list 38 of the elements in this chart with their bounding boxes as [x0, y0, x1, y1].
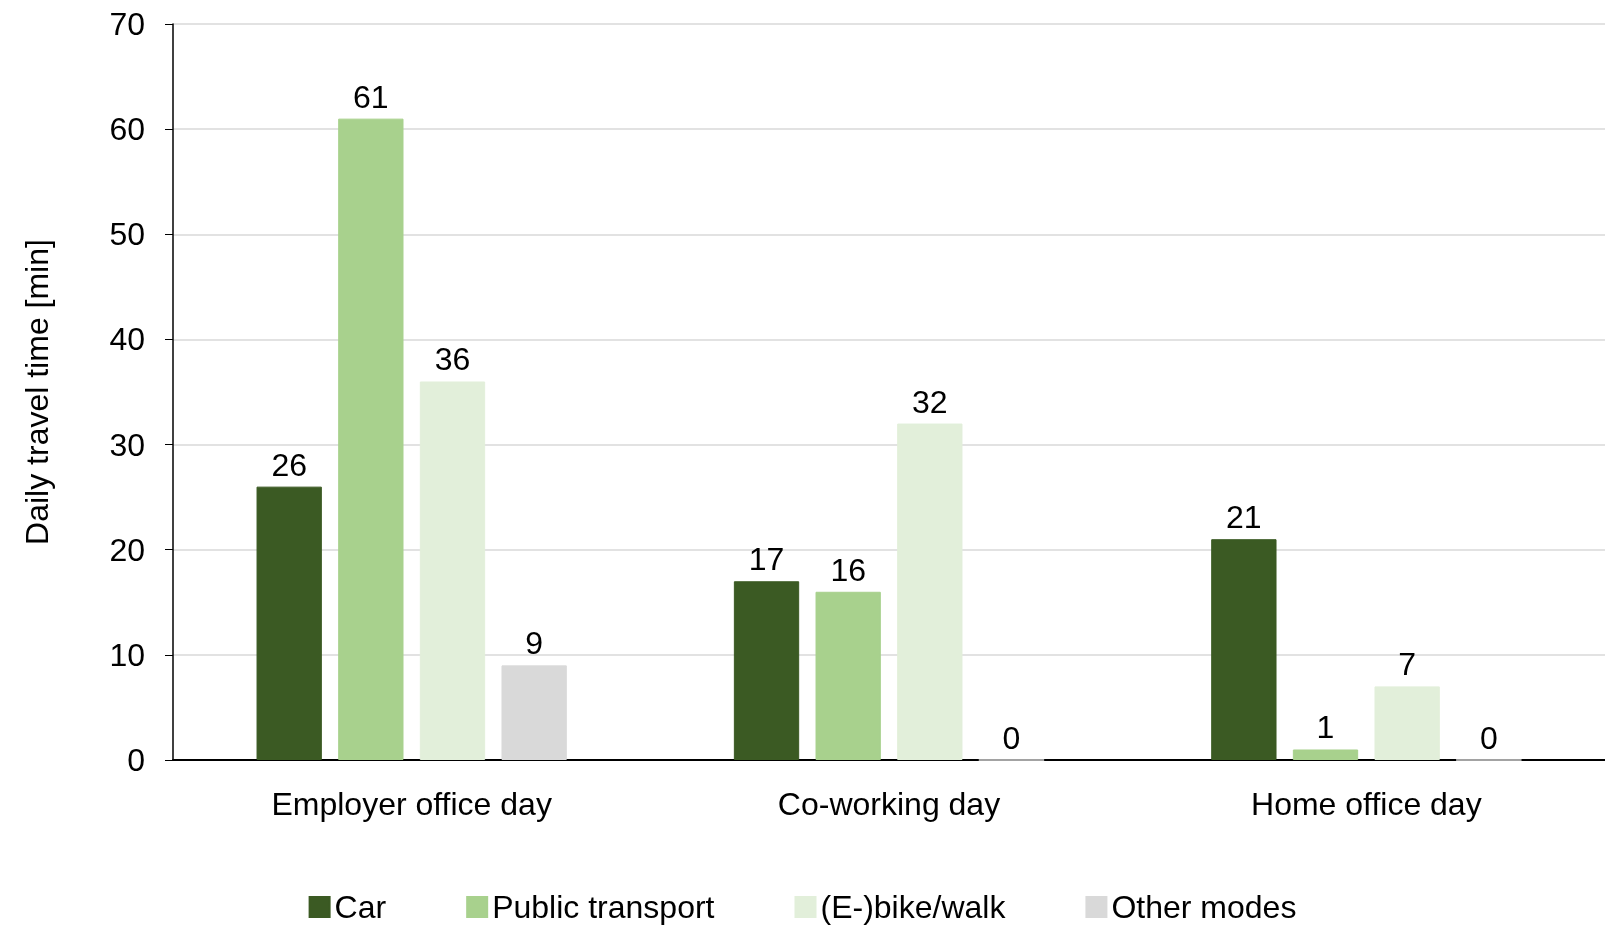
legend-label: (E-)bike/walk	[820, 889, 1007, 925]
x-tick-label: Employer office day	[271, 786, 552, 822]
bar	[501, 665, 567, 760]
data-label: 36	[434, 341, 471, 378]
data-label: 32	[912, 383, 948, 420]
bar	[897, 423, 963, 760]
data-label: 17	[748, 541, 785, 578]
bar	[815, 591, 881, 760]
data-label: 0	[1479, 719, 1498, 756]
y-tick-label: 60	[109, 111, 145, 148]
y-tick-label: 20	[109, 531, 145, 568]
data-label: 9	[525, 625, 544, 662]
bar	[1292, 749, 1359, 760]
bar	[419, 381, 486, 760]
legend-label: Car	[334, 889, 387, 925]
bar	[733, 581, 800, 760]
y-tick-label: 40	[109, 321, 145, 358]
y-tick-label: 30	[109, 426, 145, 463]
y-tick-label: 70	[109, 6, 145, 42]
data-label: 16	[830, 551, 866, 588]
data-label: 21	[1226, 499, 1262, 536]
y-tick-label: 10	[109, 636, 145, 673]
data-label: 1	[1316, 709, 1335, 746]
legend-label: Other modes	[1111, 889, 1297, 925]
data-label: 7	[1398, 646, 1417, 683]
x-tick-label: Home office day	[1251, 786, 1482, 822]
data-label: 26	[271, 446, 307, 483]
data-label: 61	[353, 78, 389, 115]
x-tick-label: Co-working day	[777, 786, 1001, 822]
bar	[338, 118, 404, 760]
bar	[1374, 686, 1440, 760]
y-tick-label: 0	[127, 742, 145, 778]
y-tick-label: 50	[109, 216, 145, 253]
data-label: 0	[1002, 719, 1021, 756]
legend-label: Public transport	[492, 889, 715, 925]
bar	[1211, 539, 1277, 760]
y-axis-title: Daily travel time [min]	[19, 239, 55, 545]
bar	[256, 486, 322, 760]
